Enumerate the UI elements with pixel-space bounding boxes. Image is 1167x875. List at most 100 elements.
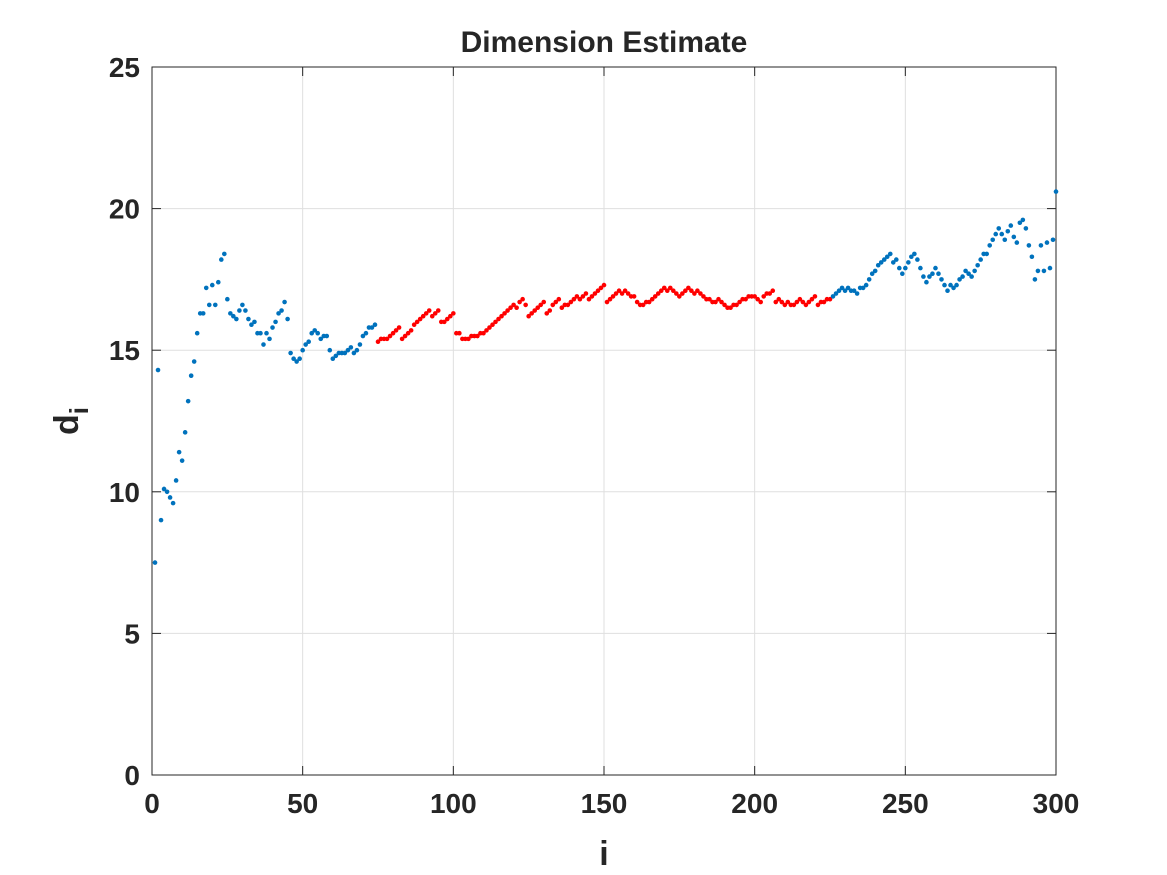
data-point <box>228 311 233 316</box>
data-point <box>1011 234 1017 240</box>
data-point <box>646 299 652 305</box>
data-point <box>845 285 851 291</box>
data-point <box>613 291 619 296</box>
data-point <box>661 285 667 291</box>
data-point <box>544 311 550 316</box>
data-point <box>324 333 330 339</box>
data-point <box>689 288 694 294</box>
data-point <box>396 325 402 330</box>
data-point <box>176 449 182 455</box>
data-point <box>592 291 598 296</box>
y-tick-label: 5 <box>124 618 140 649</box>
data-point <box>996 226 1002 231</box>
data-point <box>1047 265 1053 271</box>
data-point <box>957 277 962 282</box>
data-point <box>203 285 209 291</box>
data-point <box>728 305 733 311</box>
data-point <box>1008 223 1014 228</box>
data-point <box>164 489 170 495</box>
data-point <box>315 330 321 336</box>
data-point <box>351 350 357 356</box>
data-point <box>583 291 589 296</box>
data-point <box>625 291 631 296</box>
data-point <box>508 305 513 311</box>
data-point <box>185 398 191 404</box>
data-point <box>182 430 188 435</box>
data-point <box>884 254 890 260</box>
data-point <box>839 285 845 291</box>
y-tick-label: 0 <box>124 760 140 791</box>
data-point <box>887 251 893 257</box>
data-point <box>200 311 206 316</box>
data-point <box>553 299 559 305</box>
x-tick-label: 300 <box>1033 788 1080 819</box>
data-point <box>493 319 498 325</box>
x-tick-label: 0 <box>144 788 160 819</box>
data-point <box>445 316 450 322</box>
data-point <box>1029 254 1035 260</box>
data-point <box>842 288 848 294</box>
data-point <box>863 282 869 288</box>
data-point <box>770 288 776 294</box>
data-point <box>264 330 269 336</box>
data-point <box>1026 243 1032 248</box>
data-point <box>921 274 926 279</box>
data-point <box>761 294 767 299</box>
data-point <box>960 274 965 279</box>
data-point <box>978 257 983 262</box>
data-point <box>363 330 369 336</box>
data-point <box>677 294 682 299</box>
data-point <box>267 336 272 342</box>
data-point <box>601 282 607 288</box>
data-point <box>167 495 173 500</box>
data-point <box>800 299 806 305</box>
data-point <box>194 330 200 336</box>
data-point <box>622 288 628 294</box>
data-point <box>393 328 399 333</box>
data-point <box>532 308 537 313</box>
data-point <box>586 296 592 302</box>
data-point <box>234 316 239 322</box>
data-point <box>1053 189 1059 194</box>
data-point <box>231 313 236 319</box>
data-point <box>604 299 610 305</box>
data-point <box>423 311 429 316</box>
data-point <box>776 296 782 302</box>
data-point <box>1014 240 1020 245</box>
data-point <box>505 308 510 313</box>
data-point <box>547 308 553 313</box>
data-point <box>333 353 339 359</box>
data-point <box>496 316 501 322</box>
data-point <box>258 330 263 336</box>
data-point <box>448 313 453 319</box>
data-point <box>936 271 941 277</box>
data-point <box>686 285 691 291</box>
data-point <box>969 274 974 279</box>
data-point <box>1017 220 1023 226</box>
data-point <box>408 328 414 333</box>
data-point <box>737 299 742 305</box>
plot-frame <box>151 66 1057 776</box>
data-point <box>972 268 977 274</box>
x-tick-label: 150 <box>581 788 628 819</box>
data-point <box>827 296 833 302</box>
data-point <box>158 517 164 523</box>
data-point <box>924 279 929 285</box>
data-point <box>779 299 785 305</box>
data-point <box>939 277 944 282</box>
data-point <box>529 311 534 316</box>
data-point <box>580 294 586 299</box>
x-axis-label: i <box>599 835 608 873</box>
data-point <box>875 262 881 268</box>
data-point <box>550 302 556 308</box>
data-point <box>610 294 616 299</box>
y-tick-label: 20 <box>109 194 140 225</box>
data-point <box>261 342 266 347</box>
data-point <box>222 251 227 257</box>
data-point <box>1002 237 1008 243</box>
data-point <box>851 288 857 294</box>
data-point <box>411 322 417 328</box>
data-point <box>360 333 366 339</box>
data-point <box>384 336 390 342</box>
data-point <box>927 274 932 279</box>
